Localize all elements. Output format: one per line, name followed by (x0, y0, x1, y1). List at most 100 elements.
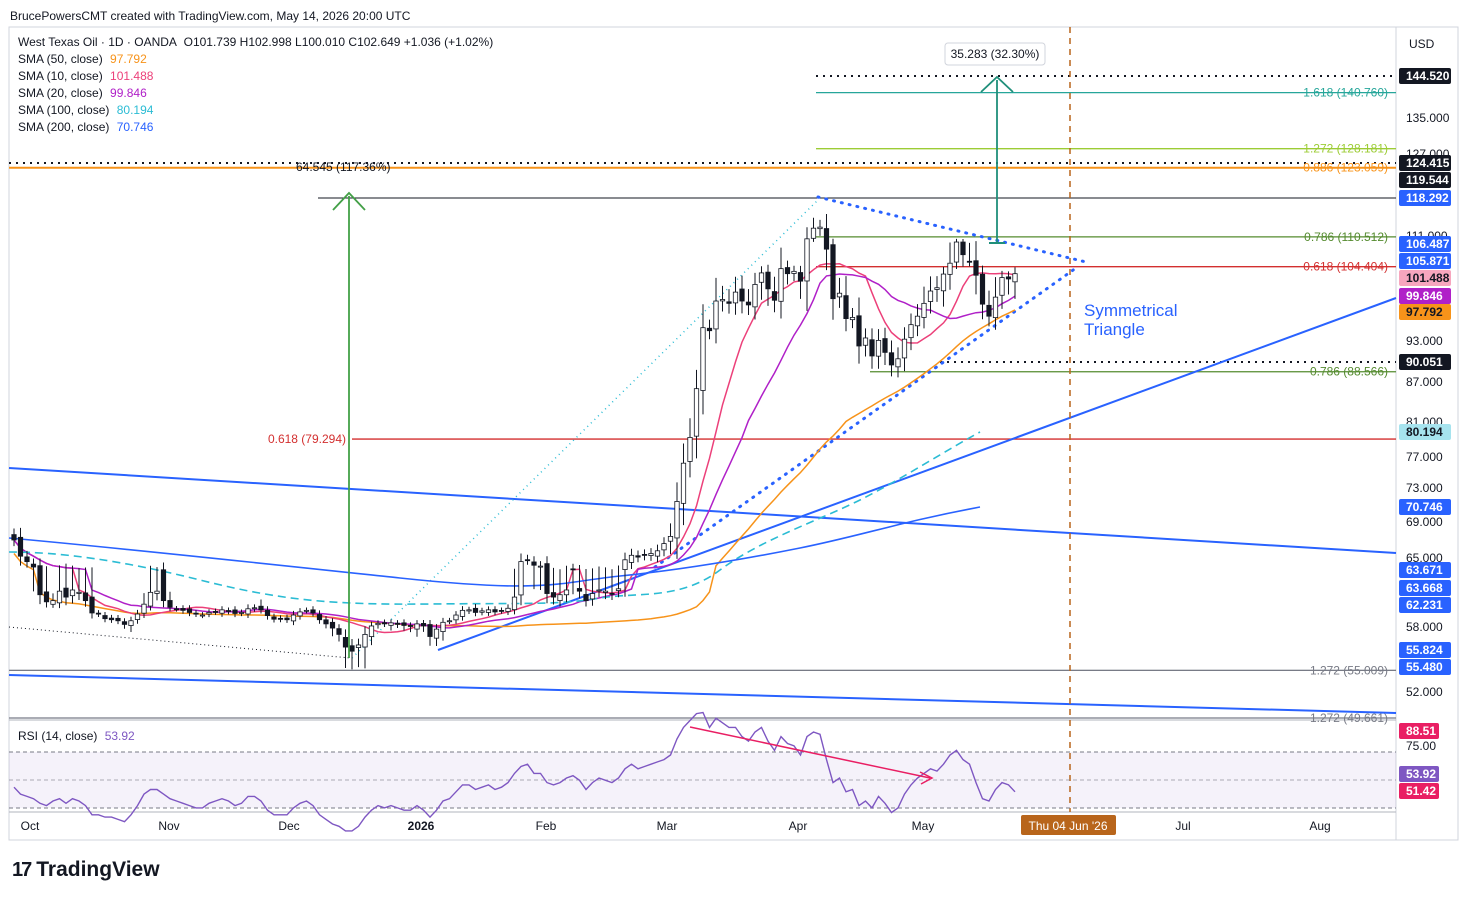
price-label-text: 63.668 (1406, 581, 1443, 595)
candle-body (147, 591, 154, 607)
candle-body (901, 338, 908, 359)
price-label-tag (1399, 597, 1451, 613)
rsi-value-text: 51.42 (1406, 784, 1436, 798)
price-label-text: 106.487 (1406, 237, 1450, 251)
measure-label-left: 64.545 (117.36%) (296, 160, 391, 174)
candle-body (979, 273, 986, 305)
candle-body (1012, 273, 1018, 283)
price-label-text: 80.194 (1406, 425, 1443, 439)
sma-10-line (13, 263, 1016, 634)
candle-body (355, 644, 362, 648)
candle-body (173, 608, 180, 611)
sma-value: 101.488 (110, 69, 154, 83)
price-label-text: 118.292 (1406, 191, 1449, 205)
candle-body (687, 437, 693, 462)
sma-row[interactable]: SMA (100, close) 80.194 (18, 102, 493, 119)
rsi-value-tag (1399, 783, 1439, 799)
downtrend-dotted-line (8, 626, 351, 659)
sma-label: SMA (200, close) (18, 120, 110, 134)
candle-body (219, 609, 225, 614)
candle-body (492, 609, 498, 613)
pattern-label-line1: Symmetrical (1084, 301, 1178, 320)
candle-body (550, 592, 557, 598)
candle-body (277, 617, 284, 620)
candle-body (966, 260, 973, 263)
time-tick-label: 2026 (408, 819, 435, 833)
candle-body (134, 613, 141, 620)
date-marker-text: Thu 04 Jun '26 (1028, 819, 1107, 833)
rsi-divergence-line (689, 726, 931, 779)
rsi-legend[interactable]: RSI (14, close) 53.92 (18, 729, 135, 743)
sma-label: SMA (100, close) (18, 103, 110, 117)
candle-body (836, 292, 843, 298)
candle-body (95, 612, 102, 615)
candle-body (830, 244, 836, 300)
candle-body (427, 624, 433, 637)
candle-body (771, 291, 778, 301)
candle-body (784, 267, 791, 275)
price-tick-label: 52.000 (1406, 685, 1443, 699)
candle-body (589, 593, 596, 600)
candle-body (583, 594, 589, 602)
price-label-tag (1399, 288, 1451, 304)
price-tick-label: 73.000 (1406, 481, 1443, 495)
sma-value: 97.792 (110, 52, 147, 66)
candle-body (810, 227, 817, 239)
candle-body (557, 594, 563, 601)
candle-body (680, 462, 687, 504)
price-label-text: 63.671 (1406, 563, 1443, 577)
time-tick-label: Nov (158, 819, 179, 833)
candle-body (823, 228, 830, 250)
price-label-tag (1399, 562, 1451, 578)
price-label-text: 105.871 (1406, 254, 1450, 268)
currency-label: USD (1409, 37, 1435, 51)
time-tick-label: Aug (1309, 819, 1330, 833)
candle-body (576, 588, 583, 592)
candle-body (414, 623, 420, 630)
price-label-tag (1399, 68, 1451, 84)
price-label-tag (1399, 580, 1451, 596)
price-tick-label: 58.000 (1406, 620, 1443, 634)
fib-label: 0.886 (123.059) (1303, 161, 1388, 175)
rsi-band (9, 752, 1396, 808)
candle-body (290, 614, 297, 622)
candle-body (622, 559, 628, 570)
sma-row[interactable]: SMA (200, close) 70.746 (18, 119, 493, 136)
time-tick-label: Apr (789, 819, 808, 833)
price-label-tag (1399, 155, 1451, 171)
price-label-tag (1399, 499, 1451, 515)
candle-body (635, 555, 641, 558)
price-label-text: 101.488 (1406, 271, 1450, 285)
candle-body (921, 302, 927, 318)
candle-body (193, 612, 199, 615)
candle-body (667, 536, 674, 542)
sma-row[interactable]: SMA (50, close) 97.792 (18, 51, 493, 68)
sma-value: 99.846 (110, 86, 147, 100)
candle-body (713, 300, 719, 330)
rsi-value-tag (1399, 766, 1439, 782)
candle-body (121, 621, 128, 625)
candle-body (440, 621, 446, 632)
candle-body (154, 590, 160, 594)
price-label-text: 97.792 (1406, 305, 1443, 319)
candle-body (225, 610, 232, 612)
price-label-text: 99.846 (1406, 289, 1443, 303)
rsi-divergence-arrowhead (919, 771, 934, 785)
fib-label: 1.272 (128.181) (1303, 142, 1388, 156)
sma-row[interactable]: SMA (20, close) 99.846 (18, 85, 493, 102)
triangle-lower-line (653, 266, 1078, 569)
price-label-tag (1399, 270, 1451, 286)
symbol-row[interactable]: West Texas Oil · 1D · OANDA O101.739 H10… (18, 34, 493, 51)
sma-row[interactable]: SMA (10, close) 101.488 (18, 68, 493, 85)
candle-body (56, 590, 63, 604)
chart-border (8, 26, 1459, 841)
price-label-text: 90.051 (1406, 355, 1443, 369)
candle-body (336, 628, 342, 635)
candle-body (82, 592, 89, 602)
candle-body (602, 590, 609, 593)
candle-body (251, 607, 258, 610)
candle-body (297, 611, 303, 617)
tradingview-brand[interactable]: 17 TradingView (12, 858, 160, 882)
candle-body (323, 619, 329, 625)
sma-value: 80.194 (116, 103, 154, 117)
